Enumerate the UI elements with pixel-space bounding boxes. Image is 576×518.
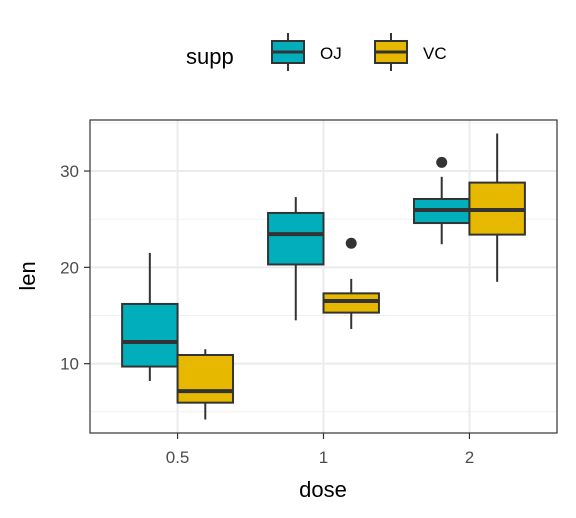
legend-title: supp [186,44,234,69]
legend-label: VC [423,44,447,63]
outlier-point [436,156,448,168]
y-axis: 10 20 30 [60,162,90,374]
legend-item-VC: VC [374,33,447,71]
box-OJ-1 [267,197,325,321]
box-body [176,353,235,404]
box-VC-1 [322,237,380,329]
x-axis-title: dose [299,477,347,502]
plot-panel [89,119,558,434]
y-axis-title: len [15,261,40,290]
legend: supp OJ VC [186,33,447,71]
y-tick-label: 20 [60,258,79,277]
legend-items: OJ VC [271,33,447,71]
boxes [121,133,526,420]
legend-label: OJ [320,44,342,63]
box-VC-2 [468,133,526,282]
x-tick-label: 0.5 [166,448,190,467]
box-body [121,302,179,368]
grid [90,120,557,433]
box-VC-0.5 [176,349,235,420]
outlier-point [345,237,357,249]
box-OJ-0.5 [121,252,179,381]
x-tick-label: 2 [465,448,474,467]
y-tick-label: 30 [60,162,79,181]
y-tick-label: 10 [60,355,79,374]
legend-item-OJ: OJ [271,33,342,71]
x-tick-label: 1 [319,448,328,467]
box-OJ-2 [412,156,471,245]
x-axis: 0.5 1 2 [166,433,474,467]
box-body [267,211,325,266]
